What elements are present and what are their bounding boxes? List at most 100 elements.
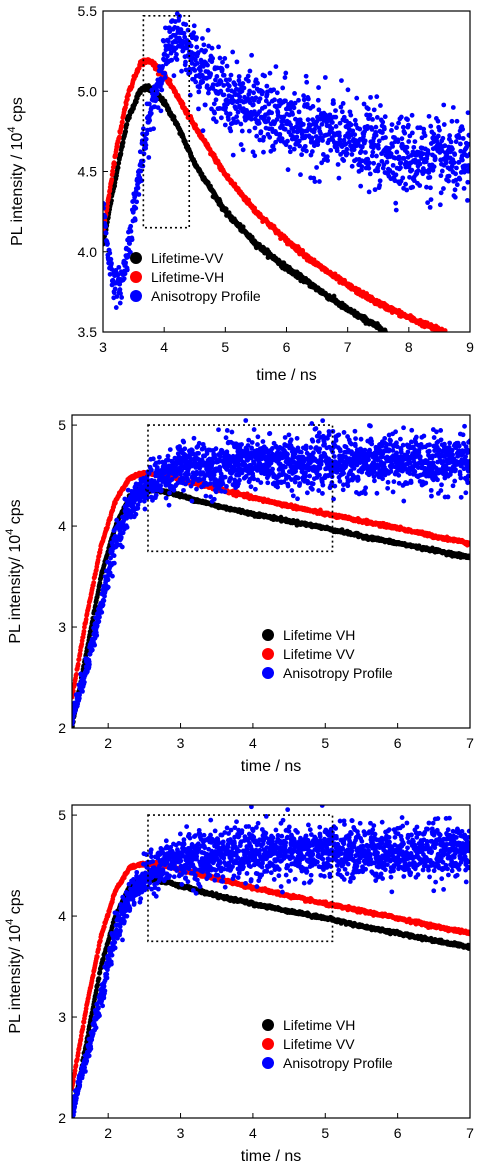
data-point [437,127,442,133]
data-point [344,146,350,152]
data-point [310,117,316,123]
data-point [124,122,130,127]
data-point [248,116,254,122]
data-point [274,90,280,96]
data-point [234,59,240,65]
data-point [438,173,444,179]
data-point [296,109,302,115]
data-point [442,143,448,149]
data-point [402,130,408,136]
data-point [260,89,266,95]
data-point [452,194,458,200]
data-point [174,57,180,62]
data-point [349,163,355,169]
data-point [377,182,382,188]
data-point [209,45,215,51]
legend-label: Anisotropy Profile [151,288,261,304]
data-point [159,87,165,93]
data-point [273,139,279,145]
data-point [212,110,218,116]
data-point [376,138,382,144]
data-point [267,70,273,76]
data-point [204,83,210,89]
data-point [352,117,358,123]
data-point [179,68,184,74]
data-point [234,114,240,120]
data-point [249,52,255,58]
data-point [218,88,224,94]
data-point [359,144,365,150]
data-point [97,580,103,586]
series-lifetime-vh [72,485,470,728]
data-point [162,75,168,81]
data-point [107,250,113,256]
data-point [221,72,227,78]
data-point [430,167,436,173]
data-point [399,136,405,142]
y-tick-label: 4.0 [78,244,98,260]
data-point [120,119,125,125]
data-point [411,144,417,150]
data-point [449,163,455,169]
data-point [121,276,127,282]
data-point [159,78,165,84]
data-point [210,56,216,61]
data-point [285,167,291,173]
legend-marker [130,271,142,283]
data-point [236,78,242,83]
data-point [113,305,119,310]
data-point [115,144,120,149]
data-point [296,138,302,144]
data-point [162,71,168,76]
data-point [362,138,368,144]
data-point [441,122,447,127]
data-point [371,107,377,113]
data-point [460,126,466,132]
data-point [346,139,352,145]
x-tick-label: 7 [344,339,352,355]
data-point [297,143,303,149]
data-point [266,116,271,121]
data-point [457,135,462,141]
data-point [282,126,288,132]
data-point [393,207,399,213]
data-point [257,96,263,102]
data-point [450,105,456,110]
data-point [160,63,166,69]
data-point [91,580,97,585]
data-point [338,104,344,110]
data-point [359,164,365,169]
data-point [309,149,315,154]
data-point [322,75,328,80]
data-point [389,127,394,133]
data-point [123,101,129,107]
data-point [314,119,320,124]
data-point [281,118,286,124]
legend-marker [130,290,142,302]
y-axis-title: PL intensity / 104 cps [6,97,26,246]
data-point [318,131,323,136]
data-point [228,128,234,134]
x-axis-title: time / ns [256,367,316,384]
data-point [195,50,201,55]
data-point [449,118,455,124]
data-point [309,135,315,141]
data-point [143,142,149,148]
data-point [465,110,470,116]
data-point [191,23,197,29]
data-point [232,82,238,88]
data-point [394,149,400,155]
data-point [301,93,306,99]
data-point [312,179,318,185]
data-point [345,87,351,93]
data-point [425,150,431,156]
data-point [116,264,122,270]
data-point [237,94,243,100]
data-point [425,200,431,206]
data-point [398,114,404,120]
data-point [154,96,159,102]
data-point [351,147,357,152]
data-point [113,153,118,159]
